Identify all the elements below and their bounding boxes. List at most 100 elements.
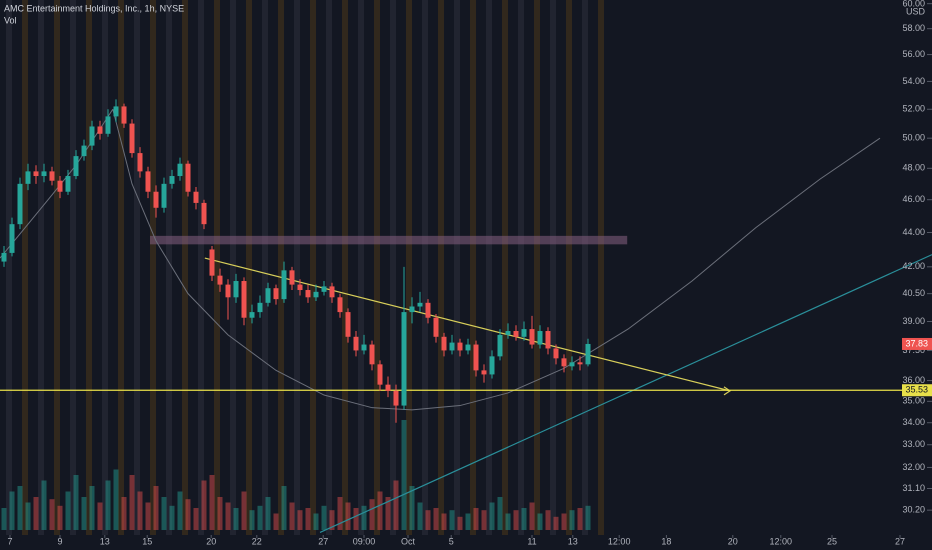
volume-bar <box>409 486 415 530</box>
volume-bar <box>425 510 431 530</box>
candle-body <box>369 344 375 365</box>
volume-bar <box>81 497 87 530</box>
volume-bar <box>337 497 343 530</box>
y-tick-label: 40.50 <box>902 288 925 298</box>
volume-bar <box>9 491 15 530</box>
session-band <box>310 0 316 535</box>
volume-bar <box>89 486 95 530</box>
y-tick-label: 35.00 <box>902 396 925 406</box>
x-tick-label: 5 <box>449 536 454 546</box>
y-tick-label: 30.20 <box>902 505 925 515</box>
arc-drawing <box>112 109 881 411</box>
session-band <box>550 0 556 535</box>
x-tick-label: 11 <box>527 536 536 546</box>
candle-body <box>89 126 95 146</box>
session-band <box>22 0 28 535</box>
candle-body <box>169 176 175 184</box>
candle-body <box>73 156 79 177</box>
candle-body <box>249 312 255 318</box>
candle-body <box>481 370 487 375</box>
candle-body <box>489 356 495 375</box>
y-tick-label: 48.00 <box>902 163 925 173</box>
candle-body <box>417 302 423 307</box>
y-tick-label: 31.10 <box>902 483 925 493</box>
candle-body <box>401 312 407 406</box>
candle-body <box>457 342 463 351</box>
candle-body <box>177 163 183 177</box>
volume-bar <box>401 420 407 530</box>
volume-bar <box>97 502 103 530</box>
volume-bar <box>329 510 335 530</box>
candle-body <box>41 171 47 177</box>
y-tick-label: 34.00 <box>902 417 925 427</box>
volume-bar <box>569 510 575 530</box>
trend-line <box>319 254 932 534</box>
candle-body <box>585 343 591 365</box>
volume-bar <box>561 513 567 530</box>
session-band <box>454 0 460 535</box>
candle-body <box>465 344 471 351</box>
volume-label: Vol <box>4 15 17 25</box>
volume-bar <box>433 508 439 530</box>
x-tick-label: 18 <box>661 536 671 546</box>
candle-body <box>209 249 215 276</box>
y-tick-label: 33.00 <box>902 439 925 449</box>
session-band <box>518 0 524 535</box>
candle-body <box>545 331 551 349</box>
y-tick-label: 44.00 <box>902 227 925 237</box>
arrow-head <box>723 386 732 396</box>
candle-body <box>561 358 567 367</box>
session-band <box>102 0 108 535</box>
candle-body <box>265 288 271 303</box>
volume-bar <box>129 475 135 530</box>
y-tick-label: 58.00 <box>902 23 925 33</box>
session-band <box>6 0 12 535</box>
y-tick-label: 42.00 <box>902 261 925 271</box>
volume-bar <box>585 505 591 530</box>
candle-body <box>113 106 119 117</box>
session-band <box>54 0 60 535</box>
volume-bar <box>321 505 327 530</box>
volume-bar <box>457 516 463 530</box>
volume-bar <box>393 480 399 530</box>
volume-bar <box>1 508 7 530</box>
volume-bar <box>201 480 207 530</box>
volume-bar <box>289 502 295 530</box>
volume-bar <box>361 505 367 530</box>
candle-body <box>137 153 143 172</box>
volume-bar <box>121 497 127 530</box>
x-tick-label: Oct <box>401 536 416 546</box>
volume-bar <box>441 513 447 530</box>
volume-bar <box>297 510 303 530</box>
supply-zone <box>150 235 628 245</box>
session-band <box>70 0 76 535</box>
x-tick-label: 25 <box>827 536 837 546</box>
candle-body <box>129 123 135 154</box>
x-tick-label: 20 <box>728 536 738 546</box>
candle-body <box>9 224 15 253</box>
x-tick-label: 9 <box>57 536 62 546</box>
session-band <box>582 0 588 535</box>
session-band <box>134 0 140 535</box>
volume-bar <box>41 480 47 530</box>
session-band <box>342 0 348 535</box>
candle-body <box>337 297 343 313</box>
volume-bar <box>481 510 487 530</box>
session-band <box>374 0 380 535</box>
volume-bar <box>489 502 495 530</box>
candle-body <box>505 331 511 335</box>
y-tick-label: 60.00 <box>902 0 925 8</box>
candle-body <box>121 106 127 124</box>
session-band <box>598 0 604 535</box>
candle-body <box>257 302 263 313</box>
candle-body <box>193 191 199 203</box>
candle-body <box>321 286 327 292</box>
volume-bar <box>521 508 527 530</box>
volume-bar <box>465 513 471 530</box>
candle-body <box>225 284 231 298</box>
candle-body <box>521 329 527 337</box>
candle-body <box>105 116 111 134</box>
y-tick-label: 46.00 <box>902 194 925 204</box>
volume-bar <box>545 510 551 530</box>
